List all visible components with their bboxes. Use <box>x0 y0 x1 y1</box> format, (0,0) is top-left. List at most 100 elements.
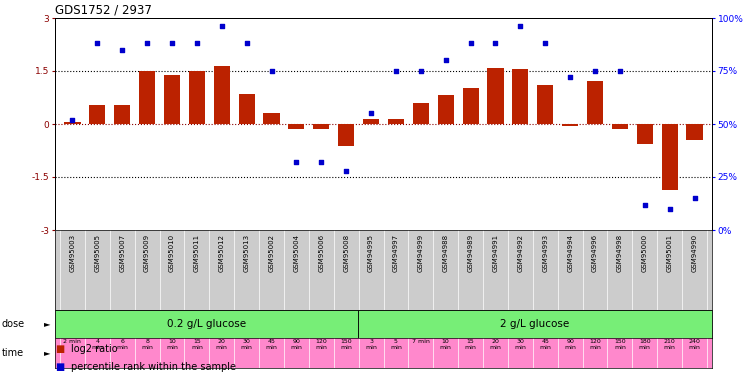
Bar <box>513 69 528 124</box>
Text: 90
min: 90 min <box>290 339 302 350</box>
Text: 150
min: 150 min <box>340 339 352 350</box>
Text: 8
min: 8 min <box>141 339 153 350</box>
Text: 45
min: 45 min <box>539 339 551 350</box>
Text: 5
min: 5 min <box>390 339 402 350</box>
Point <box>465 40 477 46</box>
Bar <box>114 105 130 124</box>
Point <box>415 68 427 74</box>
Bar <box>413 103 429 124</box>
Point <box>216 24 228 30</box>
Point <box>490 40 501 46</box>
Bar <box>687 124 702 140</box>
Bar <box>661 124 678 190</box>
Text: GSM94991: GSM94991 <box>493 234 498 272</box>
Text: GSM94992: GSM94992 <box>517 234 523 272</box>
Text: GSM94997: GSM94997 <box>393 234 399 272</box>
Point <box>514 24 526 30</box>
Text: 210
min: 210 min <box>664 339 676 350</box>
Point <box>589 68 601 74</box>
Bar <box>487 68 504 124</box>
Text: 0.2 g/L glucose: 0.2 g/L glucose <box>167 319 246 329</box>
Text: GSM94999: GSM94999 <box>418 234 424 272</box>
Bar <box>437 95 454 124</box>
Point <box>564 74 576 80</box>
Text: 30
min: 30 min <box>514 339 526 350</box>
Bar <box>289 124 304 129</box>
Point <box>92 40 103 46</box>
Bar <box>363 119 379 124</box>
Text: 45
min: 45 min <box>266 339 278 350</box>
Point <box>66 117 78 123</box>
Text: 10
min: 10 min <box>440 339 452 350</box>
Bar <box>587 81 603 124</box>
Point <box>639 201 651 207</box>
Bar <box>562 124 578 126</box>
Text: 10
min: 10 min <box>166 339 178 350</box>
Text: GSM95002: GSM95002 <box>269 234 275 272</box>
Bar <box>263 113 280 124</box>
Text: dose: dose <box>1 319 25 329</box>
Text: time: time <box>1 348 24 358</box>
Text: 7 min: 7 min <box>412 339 430 344</box>
Text: ■: ■ <box>55 362 64 372</box>
Text: 120
min: 120 min <box>315 339 327 350</box>
Text: 15
min: 15 min <box>465 339 477 350</box>
Point <box>340 168 352 174</box>
Point <box>689 195 701 201</box>
Point <box>440 57 452 63</box>
Text: GSM94988: GSM94988 <box>443 234 449 272</box>
Text: percentile rank within the sample: percentile rank within the sample <box>71 362 237 372</box>
Point <box>614 68 626 74</box>
Text: GSM95013: GSM95013 <box>243 234 250 272</box>
Bar <box>214 66 230 124</box>
Point <box>266 68 278 74</box>
Text: GDS1752 / 2937: GDS1752 / 2937 <box>55 3 152 16</box>
Text: GSM95001: GSM95001 <box>667 234 673 272</box>
Point <box>539 40 551 46</box>
Text: GSM95000: GSM95000 <box>642 234 648 272</box>
Bar <box>338 124 354 146</box>
Bar <box>189 71 205 124</box>
Text: 3
min: 3 min <box>365 339 377 350</box>
Bar <box>64 122 80 124</box>
Point <box>365 110 377 116</box>
Text: GSM95004: GSM95004 <box>293 234 299 272</box>
Text: GSM95008: GSM95008 <box>343 234 349 272</box>
Text: GSM95010: GSM95010 <box>169 234 175 272</box>
Text: 2 g/L glucose: 2 g/L glucose <box>501 319 570 329</box>
Bar <box>164 75 180 124</box>
Text: 240
min: 240 min <box>689 339 701 350</box>
Text: GSM94994: GSM94994 <box>567 234 573 272</box>
Point <box>191 40 203 46</box>
Text: 2 min: 2 min <box>63 339 81 344</box>
Text: GSM95009: GSM95009 <box>144 234 150 272</box>
Bar <box>139 71 155 124</box>
Text: GSM94998: GSM94998 <box>617 234 623 272</box>
Bar <box>388 119 404 124</box>
Bar <box>313 124 330 129</box>
Text: GSM95007: GSM95007 <box>119 234 125 272</box>
Bar <box>637 124 653 144</box>
Text: 180
min: 180 min <box>639 339 651 350</box>
Text: 90
min: 90 min <box>564 339 576 350</box>
Point <box>240 40 252 46</box>
Text: GSM95011: GSM95011 <box>194 234 200 272</box>
Point <box>116 47 128 53</box>
Bar <box>55 310 358 338</box>
Text: 120
min: 120 min <box>589 339 601 350</box>
Point <box>315 159 327 165</box>
Text: log2 ratio: log2 ratio <box>71 344 118 354</box>
Point <box>290 159 302 165</box>
Text: 20
min: 20 min <box>216 339 228 350</box>
Text: GSM95005: GSM95005 <box>94 234 100 272</box>
Bar <box>612 124 628 129</box>
Text: GSM94996: GSM94996 <box>592 234 598 272</box>
Text: GSM95012: GSM95012 <box>219 234 225 272</box>
Point <box>390 68 402 74</box>
Point <box>664 206 676 212</box>
Text: GSM95003: GSM95003 <box>69 234 75 272</box>
Bar <box>239 94 254 124</box>
Bar <box>463 88 478 124</box>
Text: 6
min: 6 min <box>116 339 128 350</box>
Text: GSM94995: GSM94995 <box>368 234 374 272</box>
